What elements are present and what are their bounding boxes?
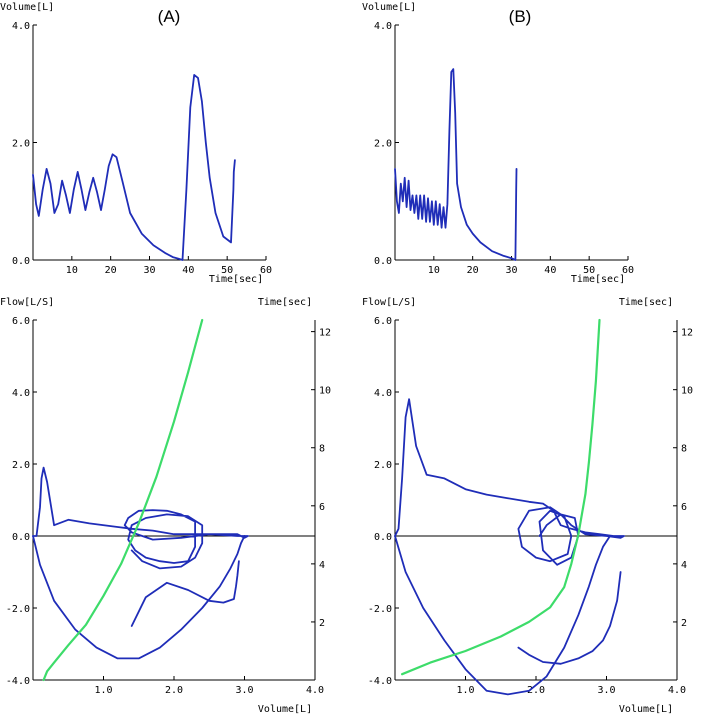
- y-tick-label: -4.0: [6, 676, 30, 687]
- y-tick-label: -2.0: [368, 604, 392, 615]
- x-tick-label: 30: [143, 265, 155, 276]
- y2-tick-label: 12: [319, 328, 331, 339]
- y-tick-label: -4.0: [368, 676, 392, 687]
- y2-tick-label: 8: [681, 444, 687, 455]
- y-axis-title: Volume[L]: [362, 2, 416, 13]
- y-tick-label: 6.0: [374, 316, 392, 327]
- series-line-2: [394, 535, 611, 696]
- y-tick-label: 4.0: [374, 388, 392, 399]
- x-tick-label: 10: [66, 265, 78, 276]
- y-axis-title: Flow[L/S]: [362, 297, 416, 308]
- x-tick-label: 40: [182, 265, 194, 276]
- y2-axis-title: Time[sec]: [258, 297, 312, 308]
- series-line-1: [394, 68, 518, 261]
- x-axis-title: Volume[L]: [258, 704, 312, 715]
- x-tick-label: 3.0: [235, 685, 253, 696]
- x-axis-title: Time[sec]: [209, 274, 263, 285]
- chart-2: 0.0 2.0 4.0 10 20 30 40 50 60 Volume[L] Time[sec]: [362, 2, 634, 285]
- y-tick-label: 2.0: [12, 139, 30, 150]
- x-tick-label: 60: [622, 265, 634, 276]
- x-axis-title: Volume[L]: [619, 704, 673, 715]
- y-tick-label: 2.0: [374, 139, 392, 150]
- series-line-1: [32, 466, 249, 570]
- y-tick-label: 6.0: [12, 316, 30, 327]
- series-line-3: [517, 571, 622, 665]
- y-axis-title: Volume[L]: [0, 2, 54, 13]
- x-tick-label: 4.0: [668, 685, 686, 696]
- chart-3: -4.0 -2.0 0.0 2.0 4.0 6.0 1.0 2.0 3.0 4.0 2 4 6 8 10 12…: [0, 297, 331, 715]
- series-line-1: [32, 74, 236, 261]
- x-tick-label: 10: [428, 265, 440, 276]
- y-tick-label: 0.0: [374, 256, 392, 267]
- x-tick-label: 30: [505, 265, 517, 276]
- y2-tick-label: 10: [319, 386, 331, 397]
- chart-4: -4.0 -2.0 0.0 2.0 4.0 6.0 1.0 2.0 3.0 4.0 2 4 6 8 10 12…: [362, 297, 693, 715]
- chart-1: 0.0 2.0 4.0 10 20 30 40 50 60 Volume[L] Time[sec]: [0, 2, 272, 285]
- x-tick-label: 50: [583, 265, 595, 276]
- y-tick-label: 0.0: [374, 532, 392, 543]
- y-tick-label: 4.0: [374, 21, 392, 32]
- series-line-3: [130, 560, 240, 627]
- x-tick-label: 50: [221, 265, 233, 276]
- x-tick-label: 4.0: [306, 685, 324, 696]
- y-tick-label: 2.0: [12, 460, 30, 471]
- x-axis-title: Time[sec]: [571, 274, 625, 285]
- time-curve-4: [401, 318, 601, 676]
- y2-tick-label: 6: [319, 502, 325, 513]
- y2-tick-label: 4: [319, 560, 325, 571]
- time-curve-4: [42, 318, 204, 682]
- y-tick-label: 0.0: [12, 532, 30, 543]
- series-line-2: [32, 535, 246, 660]
- y-tick-label: 0.0: [12, 256, 30, 267]
- y2-tick-label: 8: [319, 444, 325, 455]
- x-tick-label: 20: [105, 265, 117, 276]
- x-tick-label: 20: [467, 265, 479, 276]
- y-tick-label: 2.0: [374, 460, 392, 471]
- x-tick-label: 2.0: [165, 685, 183, 696]
- x-tick-label: 3.0: [597, 685, 615, 696]
- y2-tick-label: 2: [681, 618, 687, 629]
- x-tick-label: 1.0: [456, 685, 474, 696]
- x-tick-label: 2.0: [527, 685, 545, 696]
- x-tick-label: 60: [260, 265, 272, 276]
- y2-tick-label: 10: [681, 386, 693, 397]
- y2-tick-label: 2: [319, 618, 325, 629]
- y-tick-label: 4.0: [12, 388, 30, 399]
- x-tick-label: 40: [544, 265, 556, 276]
- y-tick-label: -2.0: [6, 604, 30, 615]
- x-tick-label: 1.0: [94, 685, 112, 696]
- y-axis-title: Flow[L/S]: [0, 297, 54, 308]
- y2-axis-title: Time[sec]: [619, 297, 673, 308]
- y-tick-label: 4.0: [12, 21, 30, 32]
- y2-tick-label: 12: [681, 328, 693, 339]
- panel-label-b: (B): [509, 7, 532, 26]
- y2-tick-label: 6: [681, 502, 687, 513]
- y2-tick-label: 4: [681, 560, 687, 571]
- panel-label-a: (A): [158, 7, 181, 26]
- series-line-1: [394, 398, 625, 566]
